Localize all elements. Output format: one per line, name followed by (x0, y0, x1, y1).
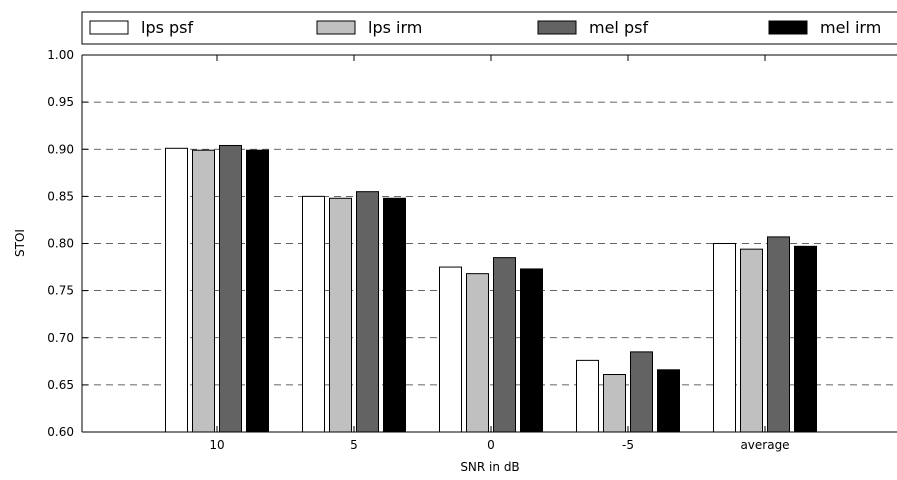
x-ticks: 10 5 0 -5 average (209, 55, 790, 452)
legend-box (81, 11, 897, 45)
y-tick-label: 0.65 (47, 378, 74, 392)
x-tick-label: 5 (350, 438, 358, 452)
legend-label: mel psf (589, 18, 648, 37)
y-ticks: 0.60 0.65 0.70 0.75 0.80 0.85 0.90 0.95 1.00 (47, 48, 88, 439)
legend-swatch (537, 20, 577, 35)
y-tick-label: 0.60 (47, 425, 74, 439)
bar (767, 236, 790, 433)
legend-label: lps psf (141, 18, 194, 37)
bar (576, 359, 599, 433)
legend-swatch (768, 20, 808, 35)
y-tick-label: 0.85 (47, 189, 74, 203)
y-tick-label: 1.00 (47, 48, 74, 62)
x-axis-label: SNR in dB (460, 460, 519, 474)
legend-label: mel irm (820, 18, 881, 37)
bar (603, 374, 626, 433)
y-tick-label: 0.95 (47, 95, 74, 109)
bar (165, 147, 188, 433)
legend-swatch (316, 20, 356, 35)
bar (493, 257, 516, 433)
y-tick-label: 0.75 (47, 284, 74, 298)
bar (302, 195, 325, 433)
y-tick-label: 0.90 (47, 142, 74, 156)
bar (520, 268, 543, 433)
x-tick-label: 0 (487, 438, 495, 452)
x-tick-label: average (740, 438, 789, 452)
bar (246, 149, 269, 433)
bar (219, 144, 242, 433)
y-axis-label: STOI (13, 229, 27, 257)
bar (713, 243, 736, 433)
legend-swatch (89, 20, 129, 35)
bar (329, 197, 352, 433)
bar (657, 369, 680, 433)
bar (383, 197, 406, 433)
bar (740, 248, 763, 433)
bar (794, 245, 817, 433)
y-tick-label: 0.70 (47, 331, 74, 345)
grid-lines (82, 101, 897, 386)
x-tick-label: 10 (209, 438, 224, 452)
x-tick-label: -5 (622, 438, 634, 452)
bar (192, 149, 215, 433)
legend-label: lps irm (368, 18, 422, 37)
bar (439, 266, 462, 433)
bar (630, 351, 653, 433)
y-tick-label: 0.80 (47, 237, 74, 251)
bars (165, 144, 817, 433)
bar (466, 273, 489, 433)
legend: lps psf lps irm mel psf mel irm (81, 11, 897, 45)
bar (356, 191, 379, 433)
